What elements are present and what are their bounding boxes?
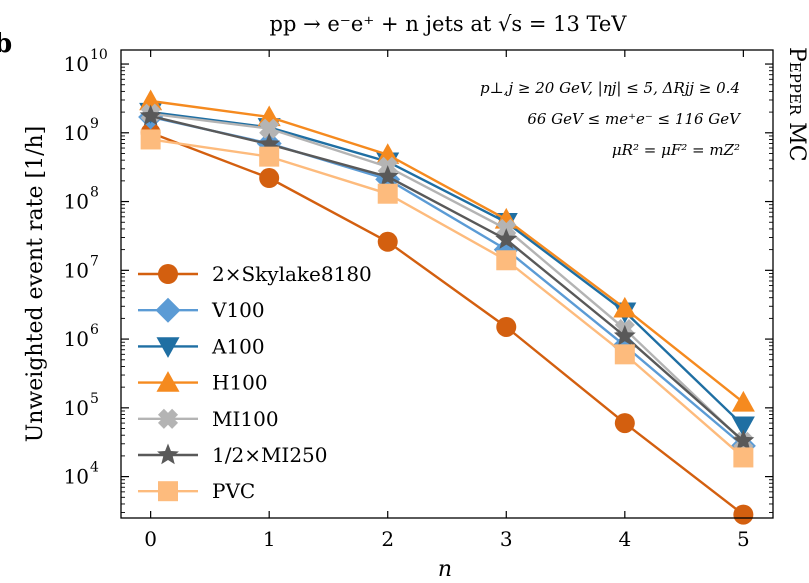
legend-label: MI100: [212, 407, 279, 431]
y-tick-label: 10: [64, 327, 89, 351]
data-point: [495, 228, 518, 249]
y-tick-exponent: 4: [90, 460, 99, 476]
legend-entry: 1/2×MI250: [138, 443, 328, 467]
data-point: [259, 168, 280, 189]
series-line: [150, 112, 745, 443]
data-point: [731, 390, 755, 412]
data-point: [377, 231, 398, 252]
data-point: [732, 429, 755, 451]
data-point: [140, 129, 161, 150]
legend-marker: [157, 408, 179, 429]
series-pvc: [140, 129, 754, 468]
y-tick-label: 10: [64, 396, 89, 420]
data-point: [139, 89, 163, 111]
legend-entry: MI100: [138, 407, 279, 431]
series-line: [150, 114, 745, 442]
legend-label: 2×Skylake8180: [212, 262, 372, 286]
legend-entry: PVC: [138, 479, 255, 503]
data-point: [496, 250, 517, 271]
legend-marker: [158, 481, 178, 502]
legend-entry: A100: [138, 334, 265, 358]
legend-marker: [158, 264, 178, 284]
x-tick-label: 3: [500, 527, 513, 551]
annotation-cuts: p⊥,j ≥ 20 GeV, |ηj| ≤ 5, ΔRjj ≥ 0.4: [480, 79, 740, 97]
annotation-mass-window: 66 GeV ≤ me⁺e⁻ ≤ 116 GeV: [527, 110, 742, 128]
data-point: [731, 416, 755, 438]
panel-letter: b: [0, 29, 12, 59]
y-tick-exponent: 5: [90, 391, 99, 407]
annotation-scales: μR² = μF² = mZ²: [612, 141, 740, 159]
series-1-2-mi250: [139, 104, 755, 451]
legend-entry: H100: [138, 371, 268, 395]
legend: 2×Skylake8180 V100 A100 H100 MI100 1/2×MI250 P…: [138, 262, 372, 503]
series-line: [150, 138, 745, 459]
y-tick-label: 10: [64, 258, 89, 282]
x-tick-label: 0: [144, 527, 157, 551]
legend-label: 1/2×MI250: [212, 443, 328, 467]
data-point: [258, 132, 281, 154]
data-point: [139, 104, 162, 126]
legend-marker: [155, 297, 181, 323]
legend-marker: [156, 371, 180, 392]
series-line: [150, 110, 745, 427]
x-tick-label: 4: [618, 527, 631, 551]
x-tick-label: 2: [381, 527, 394, 551]
data-point: [614, 413, 635, 434]
legend-entry: V100: [138, 297, 265, 323]
data-point: [613, 324, 636, 346]
y-tick-label: 10: [64, 190, 89, 214]
y-tick-exponent: 6: [90, 322, 99, 338]
y-tick-exponent: 8: [90, 185, 99, 201]
side-label: Pepper MC: [784, 47, 809, 162]
legend-marker: [156, 337, 180, 358]
plot-frame: [120, 49, 774, 519]
x-axis-label: n: [438, 557, 452, 582]
series-layer: [138, 89, 756, 525]
data-point: [496, 316, 517, 337]
y-axis-label: Unweighted event rate [1/h]: [23, 126, 48, 443]
y-tick-exponent: 9: [90, 116, 99, 132]
series-line: [150, 99, 745, 404]
data-point: [733, 447, 754, 468]
y-tick-label: 10: [64, 465, 89, 489]
legend-marker: [157, 443, 179, 465]
legend-label: A100: [211, 334, 265, 358]
x-tick-label: 1: [263, 527, 276, 551]
y-tick-label: 10: [64, 121, 89, 145]
legend-entry: 2×Skylake8180: [138, 262, 372, 286]
data-point: [733, 504, 754, 525]
data-point: [377, 183, 398, 204]
legend-label: V100: [211, 298, 265, 322]
data-point: [613, 296, 637, 318]
x-tick-label: 5: [737, 527, 750, 551]
chart-title: pp → e⁻e⁺ + n jets at √s = 13 TeV: [270, 12, 628, 36]
y-tick-exponent: 7: [90, 253, 99, 269]
series-line: [150, 131, 745, 516]
legend-label: H100: [212, 371, 268, 395]
data-point: [376, 165, 399, 186]
y-tick-label: 10: [64, 52, 89, 76]
data-point: [259, 118, 280, 139]
legend-label: PVC: [212, 479, 255, 503]
y-tick-exponent: 10: [90, 47, 108, 63]
x-ticks: 0 1 2 3 4 5: [144, 50, 750, 551]
data-point: [614, 344, 635, 365]
data-point: [259, 146, 280, 167]
